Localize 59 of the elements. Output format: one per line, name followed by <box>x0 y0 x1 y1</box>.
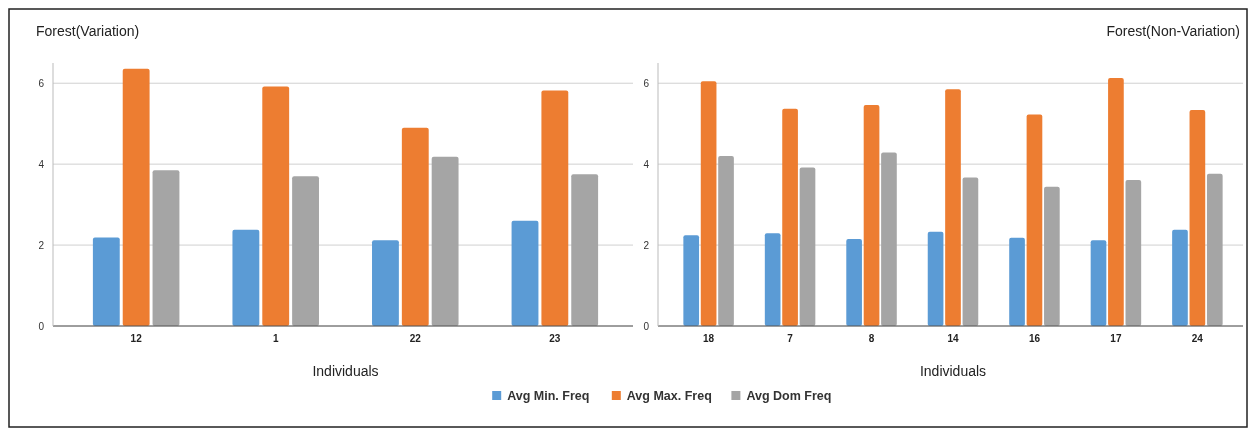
bar <box>764 233 781 326</box>
x-tick-label: 18 <box>703 333 715 344</box>
x-tick-label: 17 <box>1110 333 1122 344</box>
bar <box>1009 237 1025 326</box>
x-tick-label: 8 <box>868 333 875 344</box>
bar <box>700 81 717 326</box>
bar <box>881 152 897 326</box>
bar <box>232 229 260 326</box>
bar <box>683 235 700 326</box>
x-tick-label: 23 <box>549 333 561 344</box>
y-tick-label: 6 <box>38 77 45 89</box>
x-tick-label: 7 <box>787 333 794 344</box>
x-tick-label: 16 <box>1028 333 1041 344</box>
y-tick-label: 6 <box>643 77 650 89</box>
bar <box>799 167 816 326</box>
bar <box>1044 186 1060 326</box>
chart-title: Forest(Variation) <box>36 23 140 39</box>
bar <box>782 108 798 326</box>
bar <box>1172 229 1188 326</box>
y-tick-label: 2 <box>643 239 650 251</box>
bar <box>1108 77 1124 326</box>
bar <box>1090 240 1107 326</box>
bar <box>431 156 459 326</box>
legend-label: Avg Min. Freq <box>507 389 590 403</box>
legend-label: Avg Dom Freq <box>746 389 832 403</box>
x-tick-label: 1 <box>272 333 279 344</box>
chart-title: Forest(Non-Variation) <box>1106 23 1240 39</box>
y-tick-label: 0 <box>38 320 45 332</box>
bar <box>571 174 599 326</box>
bar <box>401 127 429 326</box>
bar <box>846 239 862 326</box>
bar <box>927 231 944 326</box>
y-tick-label: 0 <box>643 320 650 332</box>
bar <box>292 176 319 326</box>
bar <box>152 170 180 326</box>
bar <box>92 237 120 326</box>
bar <box>262 86 290 326</box>
x-tick-label: 14 <box>947 333 959 344</box>
bar <box>962 177 979 326</box>
y-tick-label: 2 <box>38 239 45 251</box>
x-axis-title: Individuals <box>312 363 379 379</box>
x-tick-label: 24 <box>1191 333 1204 344</box>
bar <box>1189 109 1206 326</box>
bar <box>718 156 734 326</box>
bar <box>863 105 880 326</box>
bar <box>541 90 569 326</box>
bar <box>1026 114 1043 326</box>
legend-label: Avg Max. Freq <box>626 389 712 403</box>
y-tick-label: 4 <box>643 158 650 170</box>
x-axis-title: Individuals <box>919 363 987 379</box>
bar <box>1206 173 1223 326</box>
bar <box>511 220 539 326</box>
bar <box>122 68 150 326</box>
x-tick-label: 12 <box>130 333 143 344</box>
y-tick-label: 4 <box>38 158 45 170</box>
x-tick-label: 22 <box>409 333 422 344</box>
bar <box>1125 179 1142 326</box>
bar <box>372 240 399 326</box>
bar <box>945 89 961 326</box>
